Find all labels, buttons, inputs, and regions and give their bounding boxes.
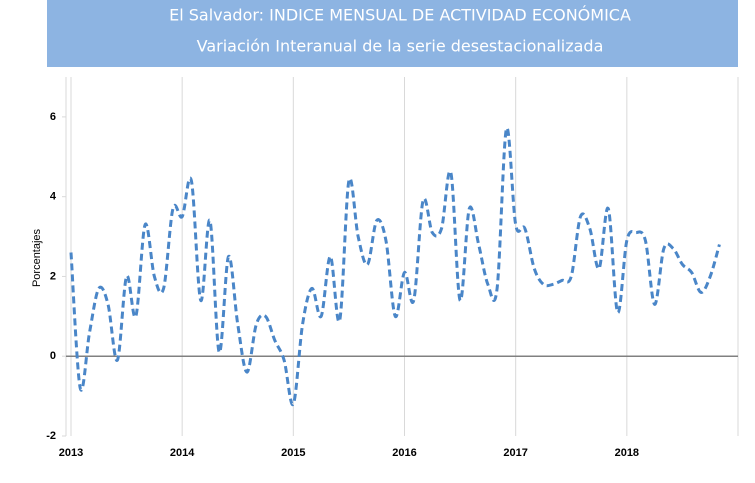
x-tick-label: 2014 <box>170 447 195 459</box>
x-tick-label: 2017 <box>503 447 527 459</box>
x-tick-label: 2016 <box>392 447 416 459</box>
x-tick-label: 2015 <box>281 447 305 459</box>
y-tick-label: 6 <box>50 111 56 123</box>
y-tick-label: -2 <box>46 430 56 442</box>
data-line <box>69 126 721 406</box>
x-tick-label: 2013 <box>59 447 83 459</box>
title-banner <box>47 0 738 67</box>
y-tick-label: 2 <box>50 270 56 282</box>
x-tick-label: 2018 <box>615 447 639 459</box>
y-tick-label: 4 <box>50 191 57 203</box>
y-axis-label: Porcentajes <box>31 228 43 287</box>
chart-subtitle: Variación Interanual de la serie desesta… <box>197 37 604 56</box>
y-tick-label: 0 <box>50 350 56 362</box>
chart-title: El Salvador: INDICE MENSUAL DE ACTIVIDAD… <box>169 6 631 25</box>
